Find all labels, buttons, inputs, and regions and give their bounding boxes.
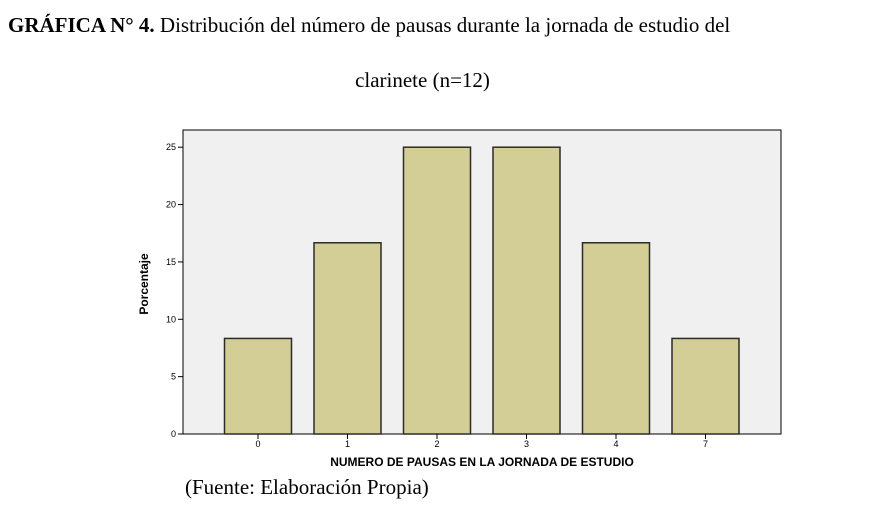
y-tick-label: 25 <box>166 142 176 152</box>
x-tick-label: 7 <box>703 439 708 449</box>
y-axis: 0 5 10 15 20 25 <box>166 142 183 439</box>
bar-2 <box>402 146 472 435</box>
y-tick-label: 10 <box>166 314 176 324</box>
y-tick-label: 20 <box>166 200 176 210</box>
x-tick-label: 1 <box>345 439 350 449</box>
y-tick-label: 15 <box>166 257 176 267</box>
bars <box>223 146 740 435</box>
caption-title-line2: clarinete (n=12) <box>355 68 490 92</box>
x-tick-label: 4 <box>613 439 618 449</box>
caption-title-line1: Distribución del número de pausas durant… <box>159 13 731 37</box>
y-tick-label: 5 <box>171 372 176 382</box>
x-tick-label: 0 <box>255 439 260 449</box>
bar-4 <box>581 242 651 435</box>
bar-7 <box>671 337 740 435</box>
x-tick-label: 2 <box>434 439 439 449</box>
bar-3 <box>492 146 561 435</box>
y-axis-title: Porcentaje <box>137 253 151 315</box>
figure-caption: GRÁFICA N° 4. Distribución del número de… <box>8 10 730 40</box>
x-axis: 0 1 2 3 4 7 <box>255 434 708 449</box>
figure-source: (Fuente: Elaboración Propia) <box>185 475 429 499</box>
bar-1 <box>313 242 382 435</box>
caption-label: GRÁFICA N° 4. <box>8 13 155 37</box>
x-axis-title: NUMERO DE PAUSAS EN LA JORNADA DE ESTUDI… <box>330 455 634 469</box>
bar-0 <box>223 337 293 435</box>
x-tick-label: 3 <box>524 439 529 449</box>
y-tick-label: 0 <box>171 429 176 439</box>
